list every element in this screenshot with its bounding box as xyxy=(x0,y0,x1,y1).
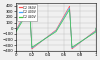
C2 440V xyxy=(63,18,64,19)
C2 440V xyxy=(31,47,32,48)
C2 360V xyxy=(69,6,70,7)
Line: C2 360V: C2 360V xyxy=(16,6,96,49)
C2 440V xyxy=(69,9,70,10)
C2 400V xyxy=(67,10,69,11)
Line: C2 440V: C2 440V xyxy=(16,10,96,47)
C2 400V xyxy=(63,17,64,18)
C2 440V xyxy=(30,24,31,25)
C2 360V xyxy=(46,37,47,38)
C2 400V xyxy=(95,28,97,29)
C2 440V xyxy=(75,44,76,45)
C2 400V xyxy=(30,23,31,24)
C2 360V xyxy=(15,30,16,31)
C2 360V xyxy=(81,41,82,42)
Line: C2 400V: C2 400V xyxy=(16,8,96,48)
C2 360V xyxy=(30,22,31,23)
C2 400V xyxy=(46,37,47,38)
C2 400V xyxy=(75,45,76,46)
C2 440V xyxy=(95,28,97,29)
C2 360V xyxy=(95,28,97,29)
Legend: C2 360V, C2 400V, C2 440V: C2 360V, C2 400V, C2 440V xyxy=(17,4,37,21)
